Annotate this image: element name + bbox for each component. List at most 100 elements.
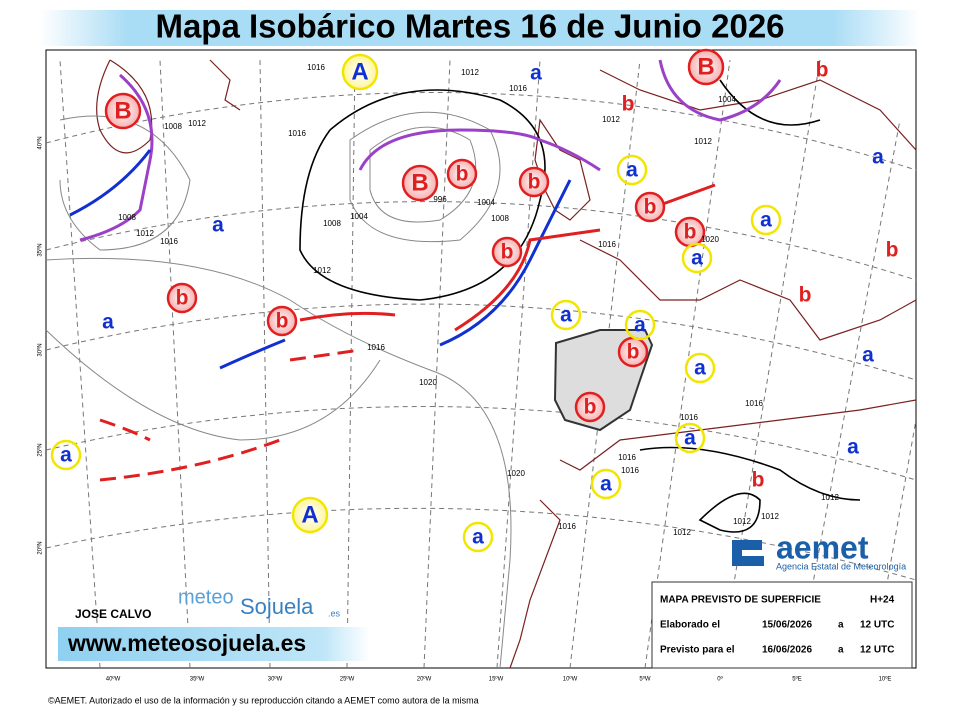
info-cell: 12 UTC — [860, 620, 894, 631]
info-cell: MAPA PREVISTO DE SUPERFICIE — [660, 595, 821, 606]
lon-label: 20ºW — [417, 676, 432, 683]
pressure-center: a — [560, 304, 572, 327]
isobar-label: 1020 — [701, 235, 719, 244]
info-cell: 15/06/2026 — [762, 620, 812, 631]
center-circle — [462, 521, 494, 553]
center-circle — [550, 299, 582, 331]
isobar-label: 1016 — [618, 453, 636, 462]
lon-label: 15ºW — [489, 676, 504, 683]
isobar-label: 1020 — [419, 378, 437, 387]
pressure-center: b — [799, 284, 812, 307]
pressure-center: B — [114, 97, 131, 124]
isobar-label: 1016 — [509, 84, 527, 93]
pressure-center: b — [528, 171, 541, 194]
center-circle — [681, 242, 713, 274]
isobar-label: 1020 — [507, 469, 525, 478]
pressure-center: a — [694, 357, 706, 380]
pressure-center: a — [760, 209, 772, 232]
pressure-center: b — [584, 396, 597, 419]
pressure-center: b — [276, 310, 289, 333]
info-cell: a — [838, 620, 844, 631]
isobar-label: 996 — [433, 195, 447, 204]
info-cell: 12 UTC — [860, 645, 894, 656]
info-cell: H+24 — [870, 595, 895, 606]
pressure-center: a — [847, 436, 859, 459]
isobar-label: 1016 — [558, 522, 576, 531]
lon-label: 25ºW — [340, 676, 355, 683]
isobar-label: 1012 — [461, 68, 479, 77]
pressure-center: B — [697, 53, 714, 80]
logo-name: aemet — [776, 529, 869, 565]
center-circle — [291, 496, 329, 534]
pressure-center: a — [60, 444, 72, 467]
pressure-center: a — [626, 159, 638, 182]
pressure-center: b — [644, 196, 657, 219]
lon-label: 10ºE — [879, 676, 892, 683]
pressure-center: b — [627, 341, 640, 364]
center-circle — [574, 391, 606, 423]
url: www.meteosojuela.es — [67, 630, 306, 656]
pressure-center: a — [600, 473, 612, 496]
center-circle — [266, 305, 298, 337]
isobar-label: 1016 — [367, 343, 385, 352]
isobar-label: 1016 — [288, 129, 306, 138]
pressure-center: b — [456, 163, 469, 186]
lon-label: 5ºW — [639, 676, 651, 683]
isobar-label: 1016 — [680, 413, 698, 422]
center-circle — [590, 468, 622, 500]
brand-b: Sojuela — [240, 594, 314, 619]
info-cell: Previsto para el — [660, 645, 735, 656]
lon-label: 0º — [717, 676, 723, 683]
pressure-center: b — [176, 287, 189, 310]
footer: ©AEMET. Autorizado el uso de la informac… — [48, 695, 479, 705]
fronts — [69, 59, 782, 482]
isobar-label: 1012 — [761, 512, 779, 521]
center-circle — [166, 282, 198, 314]
brand-a: meteo — [178, 586, 234, 608]
pressure-center: a — [530, 62, 542, 85]
pressure-center: A — [301, 501, 318, 528]
pressure-center: b — [501, 241, 514, 264]
center-circle — [446, 158, 478, 190]
isobar-label: 1016 — [745, 399, 763, 408]
pressure-center: b — [622, 93, 635, 116]
isobar-label: 1016 — [598, 240, 616, 249]
lat-label: 25ºN — [37, 443, 44, 456]
lat-label: 30ºN — [37, 343, 44, 356]
aemet-logo: aemet Agencia Estatal de Meteorología — [732, 529, 906, 571]
center-circle — [674, 422, 706, 454]
pressure-center: B — [411, 169, 428, 196]
pressure-center: a — [684, 427, 696, 450]
isobar-label: 1008 — [118, 213, 136, 222]
lon-label: 30ºW — [268, 676, 283, 683]
pressure-center: a — [634, 314, 646, 337]
isobar-label: 1012 — [602, 115, 620, 124]
isobar-label: 1016 — [160, 237, 178, 246]
center-circle — [401, 164, 439, 202]
center-circle — [518, 166, 550, 198]
info-cell: Elaborado el — [660, 620, 720, 631]
isobar-label: 1008 — [323, 219, 341, 228]
isobar-label: 1016 — [307, 63, 325, 72]
center-circle — [491, 236, 523, 268]
center-circle — [634, 191, 666, 223]
pressure-center: a — [212, 214, 224, 237]
lon-label: 40ºW — [106, 676, 121, 683]
lat-label: 20ºN — [37, 541, 44, 554]
lat-label: 40ºN — [37, 136, 44, 149]
isobar-label: 1012 — [821, 493, 839, 502]
isobar-label: 1008 — [164, 122, 182, 131]
isobar-label: 1012 — [733, 517, 751, 526]
center-circle — [687, 48, 725, 86]
isobar-label: 1008 — [491, 214, 509, 223]
center-circle — [341, 53, 379, 91]
pressure-center: b — [816, 59, 829, 82]
brand-c: .es — [328, 608, 341, 618]
pressure-center: b — [684, 221, 697, 244]
isobar-label: 1012 — [188, 119, 206, 128]
center-circle — [104, 92, 142, 130]
center-circle — [616, 154, 648, 186]
logo-subtitle: Agencia Estatal de Meteorología — [776, 561, 906, 571]
pressure-center: a — [472, 526, 484, 549]
